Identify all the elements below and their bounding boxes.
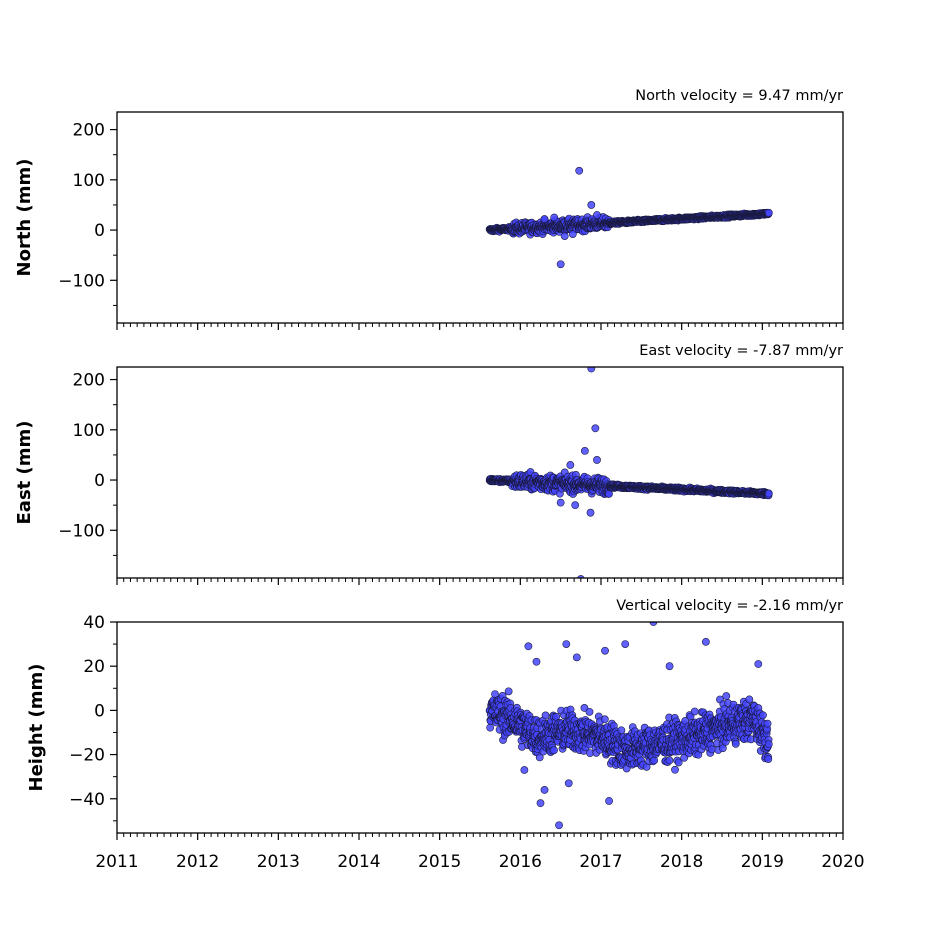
axes-frame xyxy=(116,366,844,579)
data-point xyxy=(524,642,533,651)
data-point xyxy=(671,765,679,774)
data-point xyxy=(617,726,626,735)
data-point xyxy=(665,662,674,671)
panel-1: −100 0 100 200 North (mm) North velocity = 9.… xyxy=(14,88,844,330)
data-point xyxy=(566,461,575,469)
y-tick-label: −20 xyxy=(69,746,105,766)
data-point xyxy=(586,508,595,517)
x-tick-label: 2017 xyxy=(579,852,622,872)
y-tick-label: 100 xyxy=(73,171,105,191)
data-point xyxy=(764,740,773,749)
data-point xyxy=(555,821,563,830)
data-point xyxy=(593,456,601,464)
data-point xyxy=(540,786,549,794)
x-tick-label: 2013 xyxy=(257,852,300,872)
data-point xyxy=(556,260,565,269)
y-tick-label: −100 xyxy=(58,271,105,291)
data-point xyxy=(585,707,594,716)
panel-2: −100 0 100 200 East (mm) East velocity = -7.8… xyxy=(14,343,844,585)
data-point xyxy=(600,715,609,724)
data-points xyxy=(485,622,773,830)
data-point xyxy=(674,758,683,767)
data-point xyxy=(587,201,596,209)
x-tick-label: 2018 xyxy=(660,852,703,872)
y-tick-label: 0 xyxy=(94,471,105,491)
data-point xyxy=(759,711,767,720)
panel-title: Vertical velocity = -2.16 mm/yr xyxy=(616,598,843,614)
y-tick-label: 40 xyxy=(83,613,105,633)
data-point xyxy=(556,498,565,507)
data-point xyxy=(550,213,559,222)
x-tick-label: 2020 xyxy=(821,852,864,872)
data-point xyxy=(690,707,699,716)
data-point xyxy=(745,695,754,704)
data-points xyxy=(485,367,773,578)
y-axis-label: Height (mm) xyxy=(26,664,47,792)
data-point xyxy=(587,367,596,373)
data-point xyxy=(722,692,731,700)
data-point xyxy=(621,640,630,648)
data-point xyxy=(550,746,558,755)
data-point xyxy=(562,640,571,648)
data-point xyxy=(535,753,544,762)
x-tick-label: 2011 xyxy=(95,852,138,872)
data-point xyxy=(580,446,589,455)
data-point xyxy=(764,755,773,763)
data-point xyxy=(605,797,613,805)
data-point xyxy=(532,657,541,666)
y-tick-label: 200 xyxy=(73,121,105,141)
data-point xyxy=(486,723,495,732)
x-tick-label: 2019 xyxy=(741,852,784,872)
data-point xyxy=(764,208,773,217)
data-points xyxy=(485,166,773,269)
data-point xyxy=(520,766,529,774)
data-point xyxy=(504,687,513,696)
data-point xyxy=(731,739,740,748)
y-tick-label: −40 xyxy=(69,790,105,810)
data-point xyxy=(560,232,569,240)
data-point xyxy=(665,756,674,765)
data-point xyxy=(591,424,600,433)
data-point xyxy=(764,489,773,498)
data-point xyxy=(718,744,727,753)
panel-title: North velocity = 9.47 mm/yr xyxy=(635,88,843,104)
data-point xyxy=(575,166,584,175)
y-axis-label: East (mm) xyxy=(14,421,35,525)
y-tick-label: −100 xyxy=(58,521,105,541)
panel-title: East velocity = -7.87 mm/yr xyxy=(639,343,843,359)
data-point xyxy=(580,704,589,712)
data-point xyxy=(571,501,580,510)
y-tick-label: 200 xyxy=(73,371,105,391)
data-point xyxy=(593,211,601,219)
data-point xyxy=(601,646,609,655)
data-point xyxy=(754,660,763,668)
data-point xyxy=(536,799,545,808)
data-point xyxy=(763,719,772,728)
y-tick-label: 0 xyxy=(94,701,105,721)
x-tick-label: 2016 xyxy=(499,852,542,872)
y-tick-label: 0 xyxy=(94,221,105,241)
data-point xyxy=(572,653,581,662)
data-point xyxy=(568,230,577,238)
y-tick-label: 100 xyxy=(73,421,105,441)
y-axis-label: North (mm) xyxy=(14,159,35,277)
data-point xyxy=(564,779,573,788)
data-point xyxy=(540,215,549,223)
data-point xyxy=(541,711,550,720)
data-point xyxy=(701,637,710,646)
y-tick-label: 20 xyxy=(83,657,105,677)
x-tick-label: 2014 xyxy=(337,852,380,872)
x-tick-label: 2012 xyxy=(176,852,219,872)
panel-3: −40 −20 0 20 40 2011 2012 2013 2014 2015 2016 2017 2… xyxy=(26,598,865,872)
x-tick-label: 2015 xyxy=(418,852,461,872)
